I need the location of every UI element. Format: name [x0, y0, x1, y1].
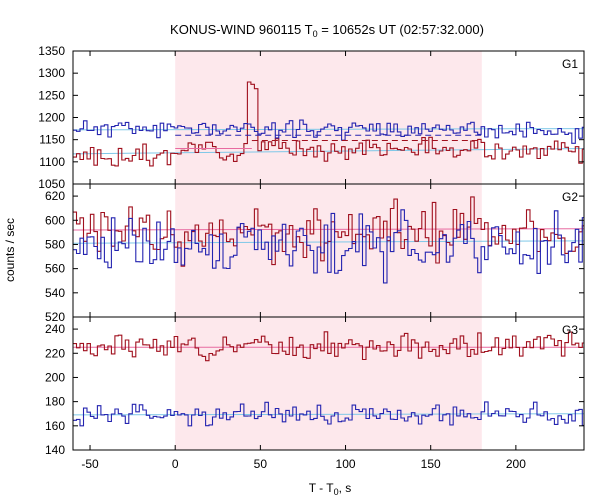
y-tick-label: 620 — [45, 189, 65, 203]
highlight-interval — [175, 51, 482, 450]
y-tick-label: 1150 — [39, 133, 65, 147]
x-axis-label: T - T0, s — [309, 481, 352, 497]
y-axis-label: counts / sec — [3, 218, 17, 282]
x-tick-label: 200 — [506, 457, 526, 471]
panel-g2: 520 540 560 580 600 620 G2 — [45, 183, 585, 324]
y-tick-label: 220 — [45, 346, 65, 360]
panel-label-g3: G3 — [562, 323, 578, 337]
y-tick-label: 1200 — [38, 111, 65, 125]
x-axis-label-pre: T - T — [309, 481, 335, 495]
y-tick-label: 520 — [45, 310, 65, 324]
panel-label-g2: G2 — [562, 190, 578, 204]
y-tick-label: 580 — [45, 237, 65, 251]
series-blue-lightcurve — [73, 209, 584, 284]
series-blue-lightcurve — [73, 119, 584, 144]
y-tick-label: 1350 — [38, 44, 65, 58]
y-tick-label: 160 — [45, 419, 65, 433]
x-tick-label: -50 — [81, 457, 99, 471]
x-tick-label: 150 — [421, 457, 441, 471]
plot-layer: 1050110011501200125013001350G15205405605… — [38, 44, 585, 471]
x-axis-label-sub: 0 — [334, 487, 339, 497]
panel-label-g1: G1 — [562, 57, 578, 71]
x-tick-label: 50 — [254, 457, 268, 471]
panel-g3: 140 160 180 200 220 240 G3 — [45, 316, 585, 457]
panel-plot-area — [73, 331, 584, 427]
x-tick-label: 0 — [172, 457, 179, 471]
panel-plot-area — [73, 81, 584, 167]
chart-title-post: = 10652s UT (02:57:32.000) — [318, 22, 484, 37]
x-tick-label: 100 — [336, 457, 356, 471]
panel-frame — [72, 316, 585, 451]
y-tick-label: 600 — [45, 213, 65, 227]
y-tick-label: 240 — [45, 322, 65, 336]
chart-title-pre: KONUS-WIND 960115 T — [170, 22, 313, 37]
series-red-lightcurve — [73, 81, 584, 167]
y-tick-label: 1250 — [38, 88, 65, 102]
y-tick-label: 1050 — [38, 177, 65, 191]
x-axis-label-post: , s — [339, 481, 352, 495]
y-tick-label: 1100 — [39, 155, 65, 169]
chart-title-sub: 0 — [313, 29, 318, 39]
y-tick-label: 200 — [45, 370, 65, 384]
background-fit-line-0 — [73, 128, 584, 131]
chart-title: KONUS-WIND 960115 T0 = 10652s UT (02:57:… — [170, 22, 484, 39]
y-tick-label: 140 — [45, 443, 65, 457]
y-tick-label: 560 — [45, 262, 65, 276]
y-tick-label: 1300 — [38, 66, 65, 80]
series-blue-lightcurve — [73, 401, 584, 427]
series-red-lightcurve — [73, 331, 584, 362]
y-tick-label: 540 — [45, 286, 65, 300]
background-fit-line-1 — [73, 148, 584, 155]
panel-plot-area — [73, 196, 584, 284]
y-tick-label: 180 — [45, 395, 65, 409]
